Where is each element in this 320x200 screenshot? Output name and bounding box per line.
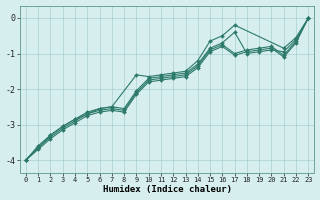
X-axis label: Humidex (Indice chaleur): Humidex (Indice chaleur)	[103, 185, 232, 194]
